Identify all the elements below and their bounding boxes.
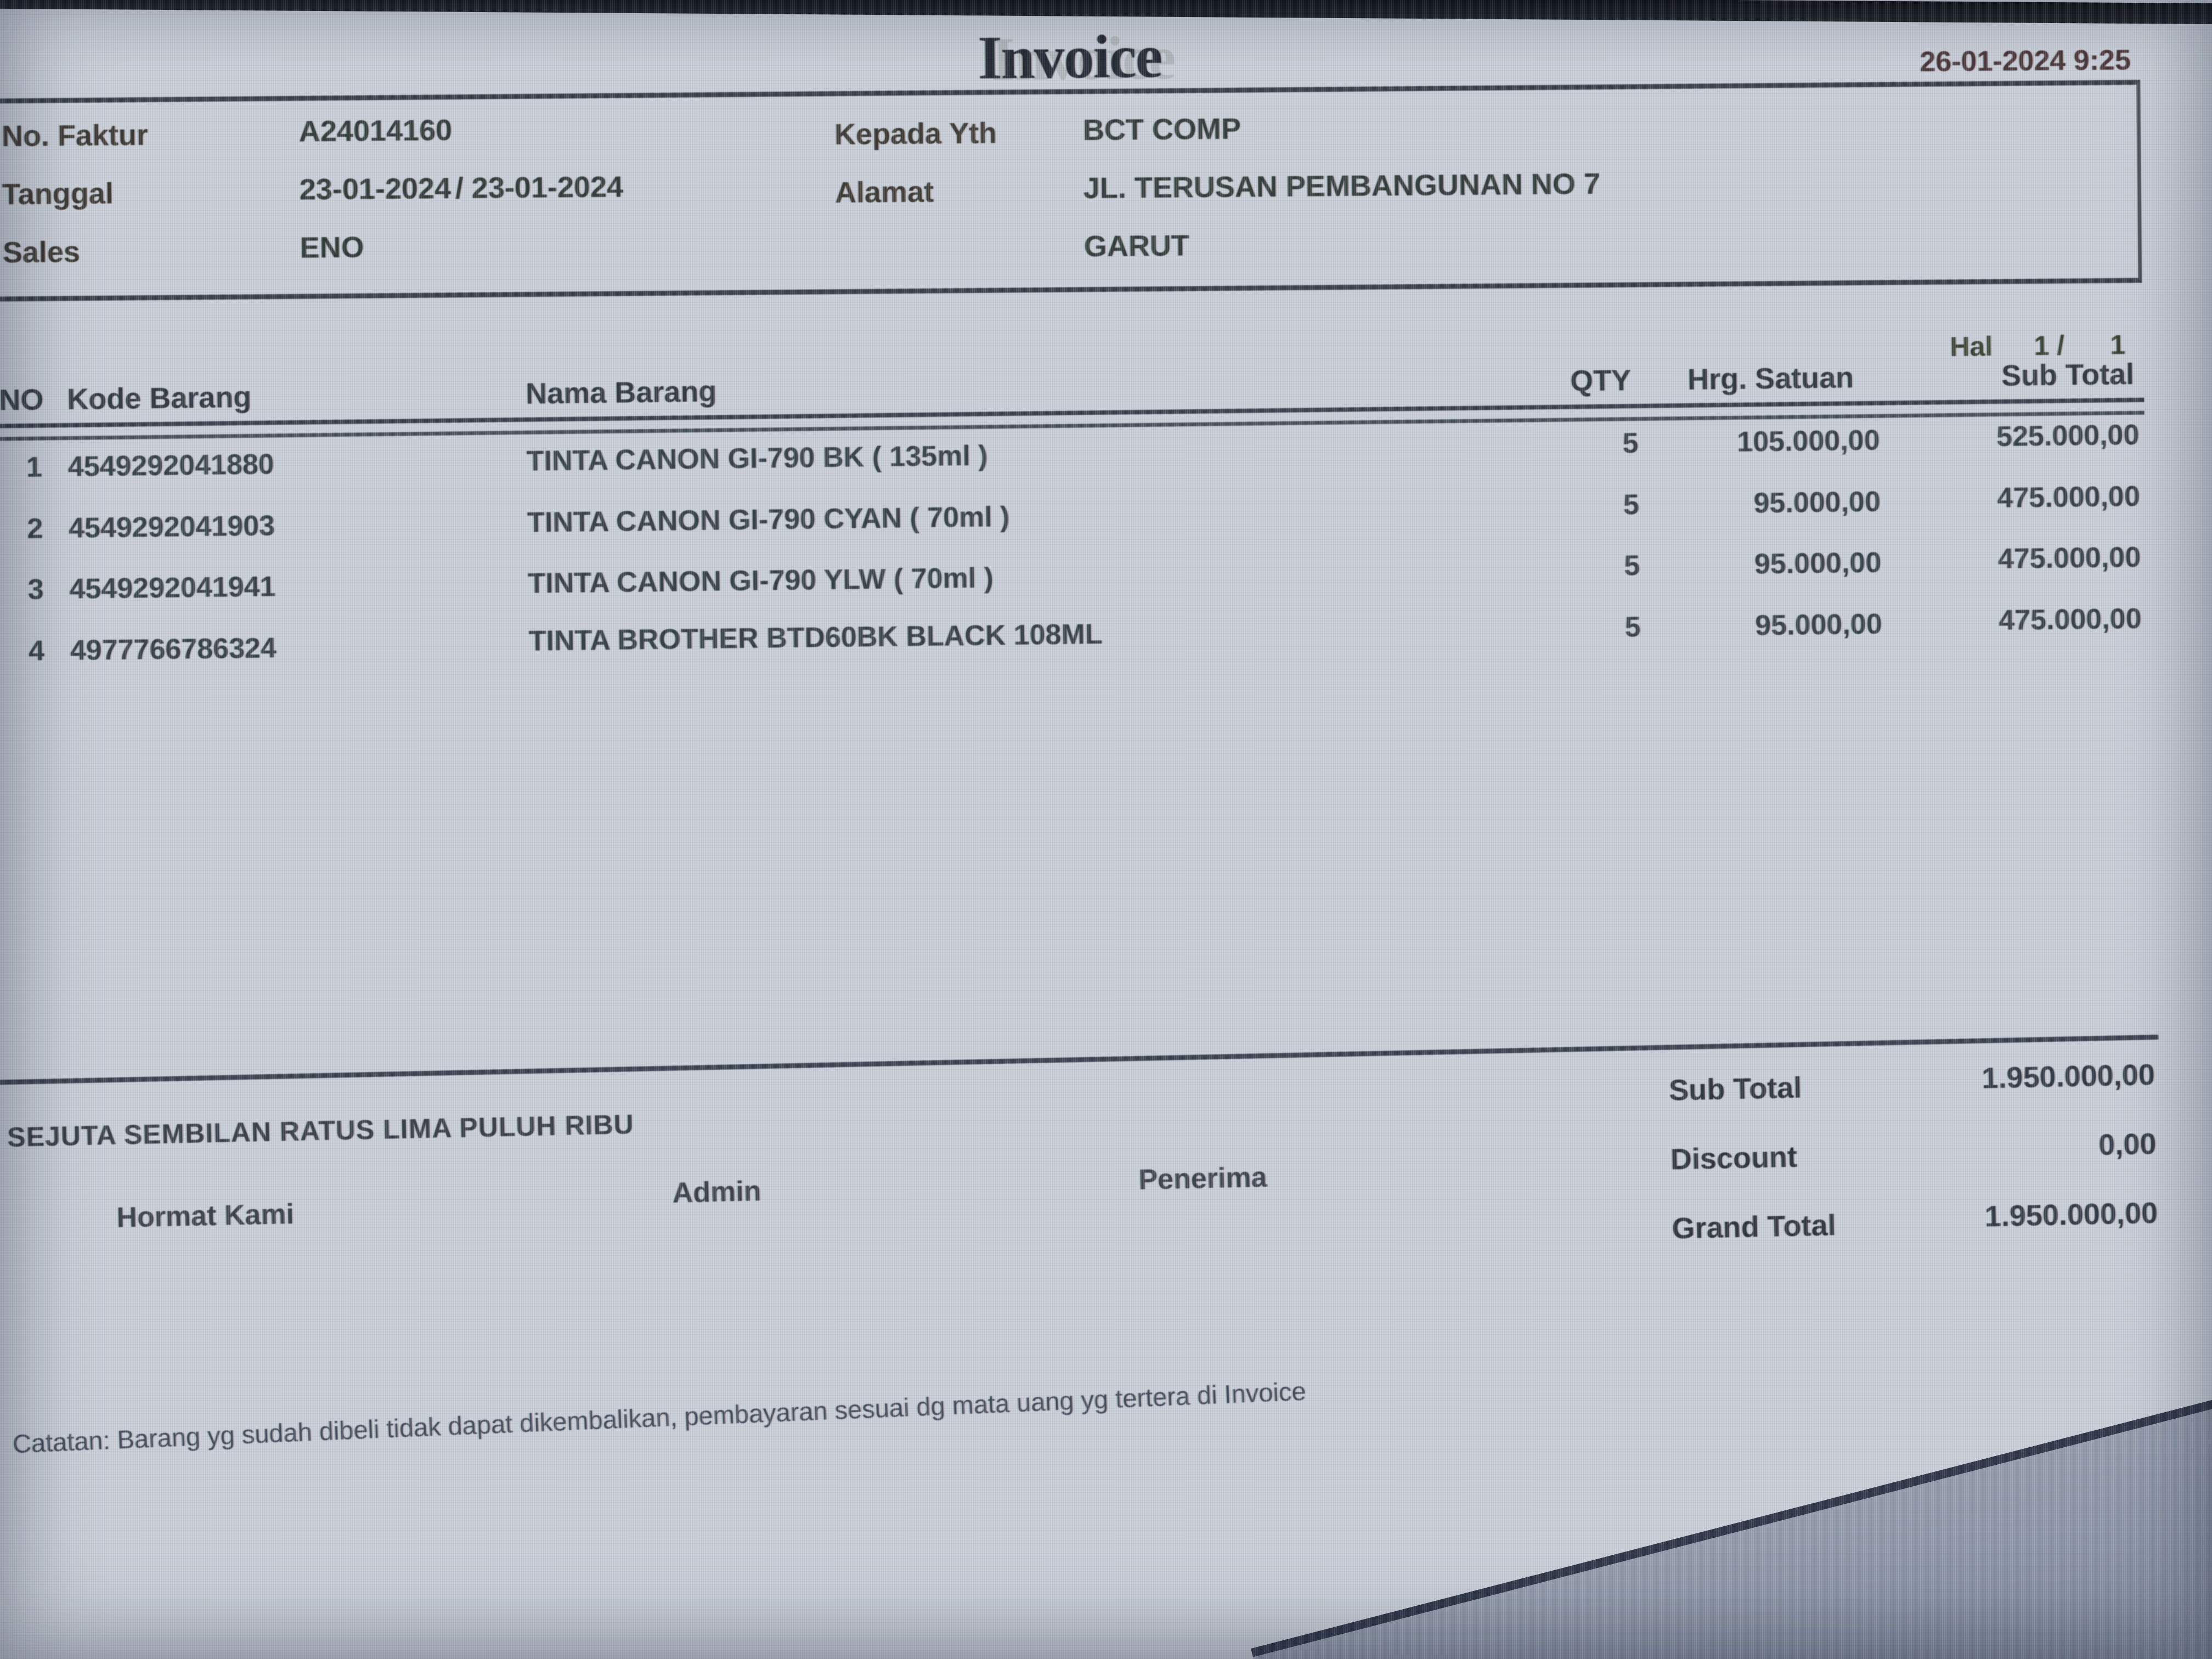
row-no: 3 (27, 573, 44, 606)
col-header-kode: Kode Barang (66, 380, 252, 416)
kepada-value: BCT COMP (1082, 112, 1242, 147)
subtotal-value: 1.950.000,00 (1981, 1058, 2155, 1095)
row-qty: 5 (1622, 427, 1639, 460)
monitor-bottom-bezel (1251, 1277, 2212, 1659)
discount-label: Discount (1670, 1140, 1798, 1176)
row-hrg: 95.000,00 (1754, 608, 1882, 642)
page-number-label: Hal (1950, 331, 1993, 363)
row-hrg: 95.000,00 (1754, 546, 1882, 580)
table-header-rule-top (0, 397, 2145, 428)
col-header-nama: Nama Barang (525, 375, 717, 410)
page-title: Invoice (978, 22, 1162, 92)
alamat-value-line1: JL. TERUSAN PEMBANGUNAN NO 7 (1083, 167, 1601, 205)
col-header-hrg: Hrg. Satuan (1687, 361, 1854, 396)
printed-datetime: 26-01-2024 9:25 (1920, 44, 2131, 78)
col-header-qty: QTY (1570, 364, 1632, 398)
totals-top-rule (0, 1034, 2159, 1085)
signature-admin: Admin (672, 1175, 762, 1209)
amount-in-words: SEJUTA SEMBILAN RATUS LIMA PULUH RIBU (7, 1109, 635, 1153)
tanggal-due-value: / 23-01-2024 (455, 170, 624, 205)
row-no: 1 (26, 451, 43, 483)
kepada-label: Kepada Yth (834, 116, 997, 151)
grand-total-label: Grand Total (1671, 1209, 1837, 1245)
alamat-label: Alamat (834, 175, 934, 210)
row-kode: 4977766786324 (70, 632, 277, 667)
row-qty: 5 (1623, 550, 1640, 582)
tanggal-value: 23-01-2024 (299, 172, 452, 206)
row-subtotal: 475.000,00 (1997, 480, 2141, 515)
row-hrg: 105.000,00 (1736, 424, 1880, 458)
col-header-subtotal: Sub Total (2001, 358, 2135, 392)
row-kode: 4549292041880 (67, 448, 275, 483)
row-subtotal: 525.000,00 (1996, 419, 2140, 453)
signature-penerima: Penerima (1138, 1161, 1268, 1196)
invoice-info-box (0, 80, 2142, 302)
row-nama: TINTA CANON GI-790 CYAN ( 70ml ) (527, 501, 1010, 539)
row-nama: TINTA CANON GI-790 YLW ( 70ml ) (528, 562, 994, 600)
table-header-rule-bottom (0, 410, 2145, 441)
sales-label: Sales (2, 235, 81, 269)
tanggal-label: Tanggal (2, 177, 114, 211)
alamat-value-line2: GARUT (1084, 229, 1189, 263)
signature-hormat-kami: Hormat Kami (116, 1198, 295, 1234)
row-no: 2 (26, 512, 43, 545)
no-faktur-value: A24014160 (298, 114, 453, 148)
row-qty: 5 (1624, 611, 1641, 644)
row-subtotal: 475.000,00 (1997, 541, 2141, 575)
row-kode: 4549292041941 (69, 571, 276, 606)
no-faktur-label: No. Faktur (1, 119, 149, 153)
row-no: 4 (28, 635, 45, 667)
grand-total-value: 1.950.000,00 (1984, 1197, 2158, 1233)
col-header-no: NO (0, 383, 44, 417)
row-nama: TINTA BROTHER BTD60BK BLACK 108ML (528, 618, 1103, 657)
sales-value: ENO (300, 230, 364, 264)
subtotal-label: Sub Total (1668, 1071, 1802, 1107)
row-hrg: 95.000,00 (1753, 486, 1881, 520)
page-number-value: 1 / 1 (2034, 329, 2126, 362)
footer-note: Catatan: Barang yg sudah dibeli tidak da… (12, 1376, 1307, 1459)
row-nama: TINTA CANON GI-790 BK ( 135ml ) (526, 439, 988, 477)
row-qty: 5 (1623, 489, 1640, 521)
row-subtotal: 475.000,00 (1998, 602, 2142, 637)
monitor-top-edge (0, 0, 2212, 25)
discount-value: 0,00 (2098, 1127, 2157, 1162)
row-kode: 4549292041903 (68, 510, 275, 545)
